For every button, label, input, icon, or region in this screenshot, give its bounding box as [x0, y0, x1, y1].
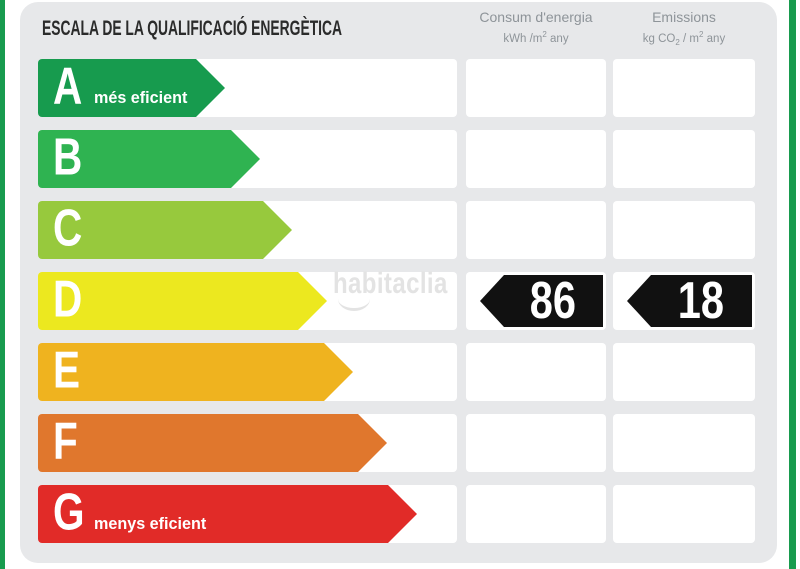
emissions-column-header: Emissions kg CO2 / m2 any	[613, 9, 755, 50]
scale-title: ESCALA DE LA QUALIFICACIÓ ENERGÈTICA	[42, 17, 343, 40]
consum-cell	[466, 59, 606, 117]
rating-letter: F	[53, 412, 78, 471]
rating-rows: A més eficient B	[38, 59, 755, 543]
consum-column-header: Consum d'energia kWh /m2 any	[466, 9, 606, 46]
bar-track: A més eficient	[38, 59, 457, 117]
right-green-border	[789, 0, 796, 569]
rating-arrow-f: F	[38, 414, 387, 472]
rating-row-d: D 86 18	[38, 272, 755, 330]
rating-letter: D	[53, 270, 83, 329]
emissions-cell	[613, 201, 755, 259]
consum-cell: 86	[466, 272, 606, 330]
rating-note: menys eficient	[94, 514, 207, 533]
bar-track: C	[38, 201, 457, 259]
energy-certificate-panel: ESCALA DE LA QUALIFICACIÓ ENERGÈTICA Con…	[20, 2, 777, 563]
left-green-border	[0, 0, 5, 569]
consum-header-unit: kWh /m2 any	[503, 30, 569, 45]
rating-arrow-g: G menys eficient	[38, 485, 417, 543]
rating-arrow-a: A més eficient	[38, 59, 225, 117]
rating-arrow-e: E	[38, 343, 353, 401]
emissions-header-title: Emissions	[652, 9, 716, 25]
emissions-cell	[613, 414, 755, 472]
consum-cell	[466, 485, 606, 543]
bar-track: E	[38, 343, 457, 401]
emissions-cell	[613, 485, 755, 543]
rating-row-c: C	[38, 201, 755, 259]
consum-value: 86	[529, 272, 576, 330]
rating-letter: E	[53, 341, 81, 400]
rating-letter: B	[53, 128, 83, 187]
consum-cell	[466, 343, 606, 401]
emissions-cell: 18	[613, 272, 755, 330]
emissions-cell	[613, 59, 755, 117]
rating-letter: G	[53, 483, 85, 542]
habitaclia-watermark: habitaclia	[333, 267, 448, 300]
consum-cell	[466, 201, 606, 259]
rating-note: més eficient	[94, 88, 188, 107]
watermark-swoosh-icon	[338, 299, 370, 311]
emissions-header-unit: kg CO2 / m2 any	[642, 30, 726, 48]
emissions-cell	[613, 130, 755, 188]
rating-row-a: A més eficient	[38, 59, 755, 117]
consum-header-title: Consum d'energia	[479, 9, 593, 25]
bar-track: G menys eficient	[38, 485, 457, 543]
emissions-cell	[613, 343, 755, 401]
bar-track: D	[38, 272, 457, 330]
consum-value-arrow: 86	[480, 275, 603, 327]
rating-row-f: F	[38, 414, 755, 472]
rating-row-g: G menys eficient	[38, 485, 755, 543]
emissions-value: 18	[677, 272, 724, 330]
rating-row-b: B	[38, 130, 755, 188]
bar-track: B	[38, 130, 457, 188]
rating-letter: C	[53, 199, 83, 258]
consum-cell	[466, 414, 606, 472]
rating-arrow-b: B	[38, 130, 260, 188]
rating-arrow-c: C	[38, 201, 292, 259]
emissions-value-arrow: 18	[627, 275, 752, 327]
rating-row-e: E	[38, 343, 755, 401]
rating-arrow-d: D	[38, 272, 327, 330]
bar-track: F	[38, 414, 457, 472]
rating-letter: A	[53, 57, 83, 116]
consum-cell	[466, 130, 606, 188]
